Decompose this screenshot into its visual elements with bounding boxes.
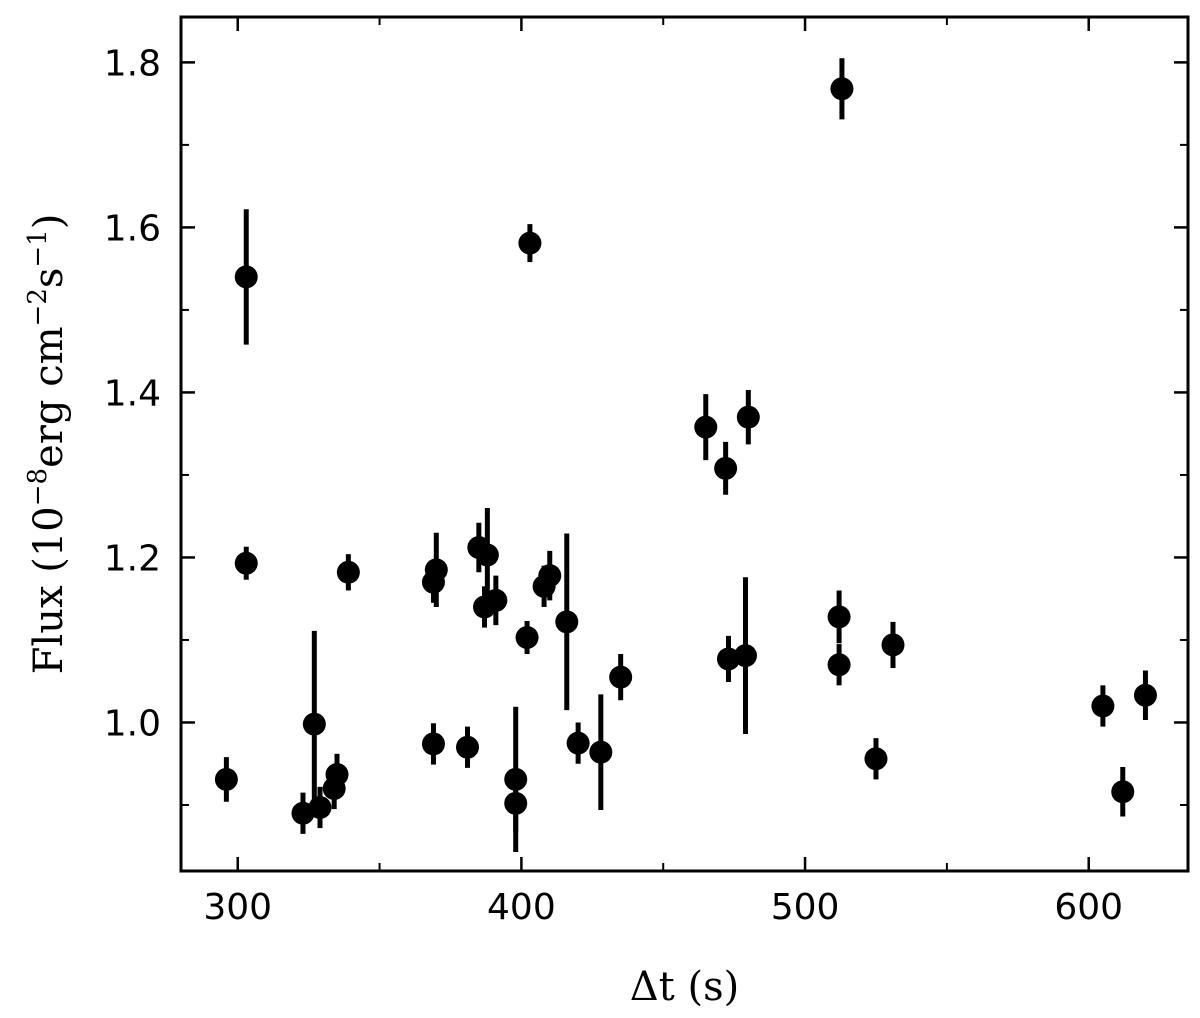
data-point (1133, 670, 1157, 721)
y-axis-label-mid2: s (26, 268, 72, 289)
y-axis-label-prefix: Flux (10 (26, 506, 72, 674)
point-marker (455, 735, 479, 759)
ticks-layer (181, 17, 1188, 871)
data-point (827, 644, 851, 686)
point-marker (214, 767, 238, 791)
point-marker (714, 456, 738, 480)
y-axis-label-exp3: −1 (23, 229, 53, 267)
point-marker (555, 610, 579, 634)
data-point (830, 58, 854, 120)
point-marker (424, 558, 448, 582)
plot-frame (179, 15, 1190, 873)
point-marker (538, 564, 562, 588)
data-point (609, 653, 633, 701)
point-marker (566, 731, 590, 755)
point-marker (475, 543, 499, 567)
point-marker (234, 265, 258, 289)
data-point (234, 546, 258, 580)
data-point (716, 635, 740, 683)
data-point (827, 590, 851, 644)
data-point (733, 577, 757, 735)
data-point (555, 533, 579, 711)
x-tick-label: 600 (1054, 887, 1123, 928)
point-marker (881, 633, 905, 657)
point-marker (1111, 780, 1135, 804)
data-point (424, 532, 448, 607)
data-point (881, 621, 905, 669)
data-point (336, 554, 360, 591)
point-marker (504, 791, 528, 815)
point-marker (716, 647, 740, 671)
data-point (1111, 767, 1135, 817)
point-marker (589, 740, 613, 764)
data-point (518, 224, 542, 263)
point-marker (302, 712, 326, 736)
data-point (504, 774, 528, 833)
y-tick-label: 1.4 (104, 373, 161, 414)
y-tick-label: 1.8 (104, 43, 161, 84)
point-marker (336, 560, 360, 584)
point-marker (484, 588, 508, 612)
x-axis-label: Δt (s) (630, 964, 739, 1010)
data-point (864, 738, 888, 780)
data-point (1091, 685, 1115, 727)
data-point (736, 389, 760, 445)
data-point (538, 550, 562, 601)
y-tick-label: 1.2 (104, 538, 161, 579)
y-tick-label: 1.0 (104, 703, 161, 744)
point-marker (864, 747, 888, 771)
point-marker (1133, 683, 1157, 707)
y-axis-label-suffix: ) (26, 214, 72, 230)
point-marker (421, 732, 445, 756)
data-point (421, 723, 445, 765)
point-marker (736, 405, 760, 429)
x-tick-label: 400 (487, 887, 556, 928)
point-marker (518, 231, 542, 255)
data-point (515, 620, 539, 654)
data-point (325, 753, 349, 796)
point-marker (515, 625, 539, 649)
points-layer (214, 58, 1157, 853)
data-point (234, 209, 258, 345)
data-point (302, 630, 326, 818)
point-marker (830, 77, 854, 101)
point-marker (325, 762, 349, 786)
point-marker (694, 415, 718, 439)
point-marker (308, 795, 332, 819)
data-point (589, 694, 613, 810)
point-marker (234, 551, 258, 575)
data-point (714, 441, 738, 495)
point-marker (733, 644, 757, 668)
data-point (566, 722, 590, 764)
point-marker (827, 653, 851, 677)
data-point (308, 786, 332, 829)
y-axis-label-mid1: erg cm (26, 326, 72, 467)
y-axis-label-exp2: −2 (23, 288, 53, 326)
data-point (475, 507, 499, 603)
data-point (214, 757, 238, 802)
x-tick-label: 300 (203, 887, 272, 928)
point-marker (827, 605, 851, 629)
point-marker (1091, 694, 1115, 718)
data-point (484, 575, 508, 626)
x-tick-label: 500 (771, 887, 840, 928)
tick-labels-layer: 300 400 500 600 1.0 1.2 1.4 1.6 1.8 (104, 43, 1123, 928)
y-axis-label-exp1: −8 (23, 468, 53, 506)
data-point (694, 394, 718, 461)
y-tick-label: 1.6 (104, 208, 161, 249)
y-axis-label: Flux (10−8erg cm−2s−1) (23, 214, 72, 675)
point-marker (609, 665, 633, 689)
data-point (455, 726, 479, 768)
